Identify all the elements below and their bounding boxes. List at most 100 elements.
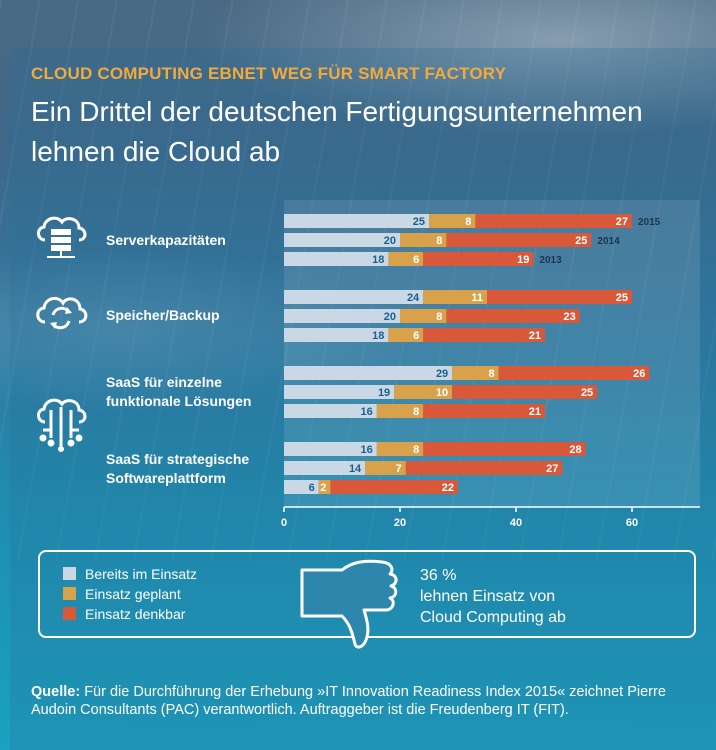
bar-segment: [423, 404, 545, 418]
stat-line-1: lehnen Einsatz von: [420, 588, 556, 605]
bar-value-label: 22: [442, 482, 454, 494]
bar-segment: [405, 461, 563, 475]
category-label-serverkapazitaeten: Serverkapazitäten: [106, 231, 226, 250]
source-label: Quelle:: [31, 684, 81, 700]
bar-value-label: 8: [413, 444, 419, 456]
category-label-line: SaaS für strategische: [106, 451, 250, 467]
category-label-speicher-backup: Speicher/Backup: [106, 306, 220, 325]
bar-value-label: 27: [546, 463, 558, 475]
bar-value-label: 19: [517, 254, 529, 266]
title-line-2: lehnen die Cloud ab: [31, 136, 281, 167]
bar-segment: [394, 385, 453, 399]
category-label-line: SaaS für einzelne: [106, 374, 222, 390]
legend-item-geplant: Einsatz geplant: [63, 586, 181, 602]
category-label-saas-strategische: SaaS für strategische Softwareplattform: [106, 450, 249, 488]
legend-item-bereits: Bereits im Einsatz: [63, 566, 197, 582]
bar-segment: [446, 233, 592, 247]
year-label: 2014: [597, 236, 620, 247]
title-line-1: Ein Drittel der deutschen Fertigungsunte…: [31, 96, 643, 127]
bar-segment: [423, 442, 586, 456]
legend-label: Einsatz denkbar: [85, 606, 186, 622]
source-note: Quelle: Für die Durchführung der Erhebun…: [31, 683, 701, 719]
bar-value-label: 18: [372, 254, 384, 266]
legend-swatch: [63, 587, 76, 600]
bar-value-label: 26: [633, 368, 645, 380]
bar-segment: [452, 366, 499, 380]
bar-value-label: 16: [361, 406, 373, 418]
bar-value-label: 6: [413, 330, 419, 342]
bar-value-label: 21: [529, 330, 541, 342]
x-tick-label: 40: [510, 517, 522, 529]
bar-value-label: 25: [575, 235, 587, 247]
bar-value-label: 10: [436, 387, 448, 399]
bar-segment: [498, 366, 650, 380]
legend-swatch: [63, 567, 76, 580]
bar-value-label: 8: [488, 368, 494, 380]
bar-value-label: 8: [465, 216, 471, 228]
bar-segment: [365, 461, 406, 475]
bar-value-label: 25: [581, 387, 593, 399]
category-label-line: Softwareplattform: [106, 470, 226, 486]
bar-value-label: 27: [616, 216, 628, 228]
category-label-saas-einzelne: SaaS für einzelne funktionale Lösungen: [106, 373, 251, 411]
bar-value-label: 20: [384, 235, 396, 247]
bar-segment: [284, 328, 389, 342]
legend-swatch: [63, 607, 76, 620]
x-tick-label: 20: [394, 517, 406, 529]
bar-segment: [330, 480, 458, 494]
category-label-line: Serverkapazitäten: [106, 232, 226, 248]
x-tick-label: 0: [281, 517, 287, 529]
x-tick-label: 60: [626, 517, 638, 529]
bar-segment: [284, 214, 429, 228]
subtitle: CLOUD COMPUTING EBNET WEG FÜR SMART FACT…: [31, 64, 507, 83]
bar-segment: [429, 214, 476, 228]
bar-segment: [423, 252, 534, 266]
bar-segment: [284, 309, 400, 323]
bar-segment: [318, 480, 331, 494]
stat-line-2: Cloud Computing ab: [420, 609, 566, 626]
source-text: Für die Durchführung der Erhebung »IT In…: [31, 684, 666, 718]
bar-segment: [400, 233, 447, 247]
bar-segment: [284, 233, 400, 247]
bar-value-label: 24: [407, 292, 420, 304]
cloud-server-icon: [37, 216, 87, 258]
bar-segment: [452, 385, 598, 399]
bar-value-label: 11: [471, 292, 483, 304]
bar-segment: [475, 214, 632, 228]
cloud-sync-icon: [36, 296, 88, 330]
bar-value-label: 23: [564, 311, 576, 323]
bar-segment: [376, 442, 424, 456]
bar-segment: [487, 290, 632, 304]
bar-value-label: 28: [569, 444, 581, 456]
stat-value: 36 %: [420, 567, 457, 584]
bar-value-label: 6: [413, 254, 419, 266]
bar-value-label: 8: [436, 235, 442, 247]
legend-label: Einsatz geplant: [85, 586, 181, 602]
bar-value-label: 21: [529, 406, 541, 418]
bar-value-label: 8: [413, 406, 419, 418]
bar-value-label: 25: [413, 216, 425, 228]
bar-value-label: 16: [361, 444, 373, 456]
year-label: 2015: [638, 217, 661, 228]
thumbs-down-icon: [300, 559, 398, 649]
bar-value-label: 7: [396, 463, 402, 475]
bar-value-label: 2: [320, 482, 326, 494]
bar-segment: [284, 366, 453, 380]
bar-segment: [388, 252, 424, 266]
category-label-line: funktionale Lösungen: [106, 393, 252, 409]
bar-segment: [284, 461, 366, 475]
legend-item-denkbar: Einsatz denkbar: [63, 606, 185, 622]
bar-segment: [423, 290, 487, 304]
bar-segment: [284, 385, 395, 399]
cloud-network-icon: [37, 398, 87, 452]
bar-segment: [446, 309, 580, 323]
bar-segment: [284, 252, 389, 266]
bar-segment: [284, 480, 319, 494]
bar-segment: [376, 404, 424, 418]
year-label: 2013: [539, 255, 562, 266]
bar-value-label: 18: [372, 330, 384, 342]
category-label-line: Speicher/Backup: [106, 307, 220, 323]
bar-segment: [284, 442, 377, 456]
bar-value-label: 29: [436, 368, 448, 380]
